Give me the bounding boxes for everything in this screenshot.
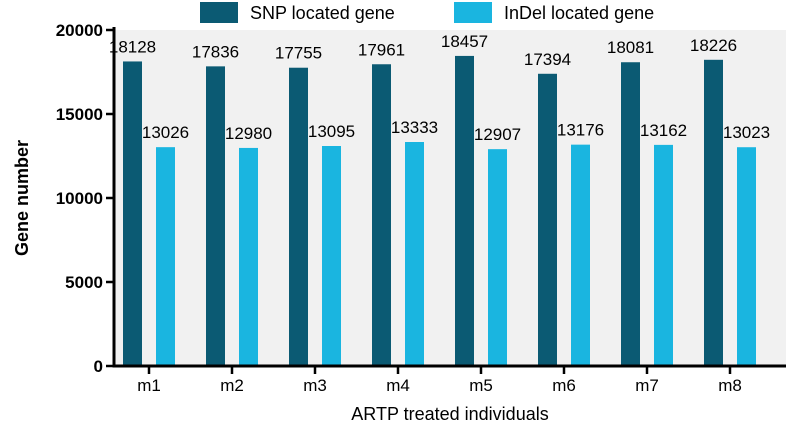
data-label: 12980: [225, 124, 272, 143]
x-ticks-group: m1 m2 m3 m4 m5 m6 m7 m8: [137, 366, 742, 395]
x-tick-label: m2: [220, 376, 244, 395]
data-label: 17836: [192, 42, 239, 61]
legend: SNP located gene InDel located gene: [200, 2, 654, 23]
x-tick-label: m5: [469, 376, 493, 395]
x-tick-label: m1: [137, 376, 161, 395]
legend-swatch-indel: [454, 2, 492, 23]
bar-indel-m3: [322, 146, 341, 366]
data-label: 18226: [690, 36, 737, 55]
y-tick-label: 15000: [56, 105, 103, 124]
bar-snp-m1: [123, 61, 142, 367]
bar-indel-m4: [405, 142, 424, 366]
bars-group: [123, 55, 756, 367]
bar-indel-m7: [654, 144, 673, 366]
data-label: 13333: [391, 118, 438, 137]
bar-indel-m6: [571, 144, 590, 366]
data-label: 13023: [723, 123, 770, 142]
bar-snp-m3: [289, 67, 308, 366]
bar-snp-m5: [455, 55, 474, 367]
y-tick-label: 10000: [56, 189, 103, 208]
data-label: 13026: [142, 123, 189, 142]
x-tick-label: m7: [635, 376, 659, 395]
bar-snp-m6: [538, 73, 557, 367]
plot-area: [114, 30, 786, 366]
x-tick-label: m8: [718, 376, 742, 395]
bar-indel-m5: [488, 149, 507, 366]
x-axis-title: ARTP treated individuals: [351, 404, 548, 424]
bar-indel-m1: [156, 147, 175, 366]
y-tick-label: 20000: [56, 21, 103, 40]
data-label: 13095: [308, 122, 355, 141]
y-axis-title: Gene number: [12, 140, 32, 256]
x-tick-label: m4: [386, 376, 410, 395]
x-tick-label: m6: [552, 376, 576, 395]
legend-swatch-snp: [200, 2, 238, 23]
data-label: 13176: [557, 121, 604, 140]
y-tick-label: 5000: [65, 273, 103, 292]
bar-snp-m7: [621, 62, 640, 367]
data-label: 18128: [109, 37, 156, 56]
y-ticks-group: 0 5000 10000 15000 20000: [56, 21, 114, 376]
y-tick-label: 0: [94, 357, 103, 376]
bar-indel-m2: [239, 147, 258, 366]
bar-snp-m2: [206, 66, 225, 367]
bar-snp-m8: [704, 59, 723, 367]
data-label: 13162: [640, 121, 687, 140]
data-label: 18081: [607, 38, 654, 57]
legend-label-snp: SNP located gene: [250, 3, 395, 23]
bar-snp-m4: [372, 64, 391, 367]
data-label: 12907: [474, 125, 521, 144]
data-label: 17394: [524, 50, 571, 69]
data-label: 18457: [441, 32, 488, 51]
bar-indel-m8: [737, 147, 756, 366]
data-label: 17961: [358, 40, 405, 59]
legend-label-indel: InDel located gene: [504, 3, 654, 23]
data-labels-group: 18128 13026 17836 12980 17755 13095 17961 13333…: [109, 32, 770, 144]
x-tick-label: m3: [303, 376, 327, 395]
data-label: 17755: [275, 44, 322, 63]
